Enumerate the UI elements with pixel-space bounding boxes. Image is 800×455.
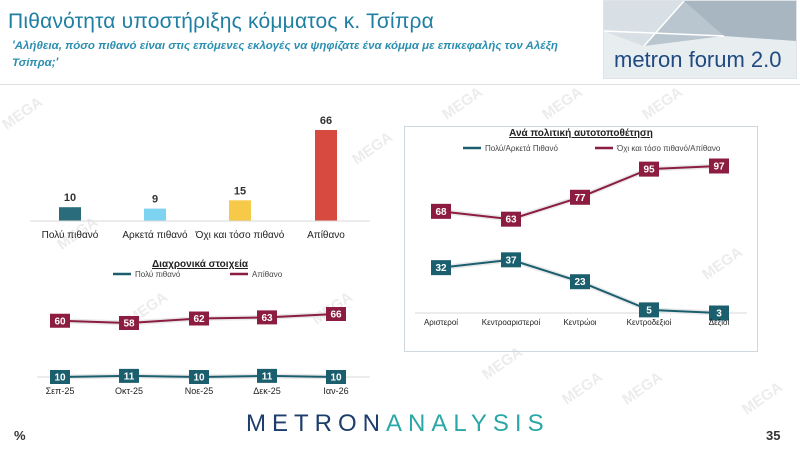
bar (229, 200, 251, 221)
event-logo: metron forum 2.0 (603, 0, 797, 79)
data-label: 10 (193, 373, 205, 384)
data-point (326, 370, 346, 384)
data-label: 11 (124, 371, 135, 382)
data-label: 3 (716, 309, 722, 320)
data-label: 63 (505, 215, 517, 226)
data-point (189, 370, 209, 384)
data-label: 23 (574, 277, 586, 288)
data-point (709, 158, 729, 174)
brand-part-1: METRON (246, 410, 386, 437)
legend-label: Πολύ/Αρκετά Πιθανό (485, 144, 558, 153)
data-point (570, 189, 590, 205)
chart-title: Ανά πολιτική αυτοτοποθέτηση (509, 128, 653, 139)
data-point (257, 368, 277, 383)
data-point (501, 252, 521, 268)
category-label: Οκτ-25 (115, 386, 143, 396)
data-point (189, 311, 209, 326)
header-divider (0, 84, 800, 85)
data-label: 68 (435, 207, 447, 218)
data-point (50, 313, 70, 328)
data-point (639, 302, 659, 318)
legend-label: Όχι και τόσο πιθανό/Απίθανο (616, 144, 721, 153)
category-label: Δεκ-25 (253, 386, 281, 396)
data-point (50, 370, 70, 384)
data-label: 11 (262, 371, 273, 382)
data-label: 97 (713, 162, 725, 173)
bar (315, 130, 337, 221)
bar-chart: 10 Πολύ πιθανό 9 Αρκετά πιθανό 15 Όχι και τόσ… (30, 115, 370, 241)
category-label: Σεπ-25 (46, 386, 75, 396)
data-label: 5 (646, 305, 652, 316)
data-point (431, 260, 451, 276)
data-point (119, 368, 139, 383)
category-label: Αρκετά πιθανό (122, 229, 188, 241)
data-point (326, 307, 346, 321)
data-point (119, 316, 139, 330)
watermark: MEGA (559, 368, 606, 409)
header: Πιθανότητα υποστήριξης κόμματος κ. Τσίπρ… (0, 0, 800, 80)
data-point (501, 211, 521, 227)
data-label: 10 (54, 373, 66, 384)
bar (59, 207, 81, 221)
category-label: Κεντροδεξιοί (627, 318, 672, 327)
page-subtitle: 'Αλήθεια, πόσο πιθανό είναι στις επόμενε… (12, 40, 558, 69)
ideology-chart: Ανά πολιτική αυτοτοποθέτηση Πολύ/Αρκετά Π… (415, 128, 747, 327)
data-label: 60 (54, 316, 66, 327)
bar-value-label: 9 (152, 194, 158, 206)
percent-unit-label: % (14, 428, 26, 443)
data-label: 37 (505, 255, 517, 266)
category-label: Απίθανο (307, 229, 345, 241)
page-title: Πιθανότητα υποστήριξης κόμματος κ. Τσίπρ… (8, 10, 435, 33)
bar (144, 208, 166, 221)
logo-background-graphic (604, 1, 796, 78)
data-point (709, 305, 729, 321)
brand-part-2: ANALYSIS (386, 410, 550, 437)
data-point (570, 274, 590, 290)
logo-text: metron forum 2.0 (614, 47, 782, 72)
data-label: 58 (123, 319, 135, 330)
watermark: MEGA (639, 83, 686, 124)
data-label: 95 (643, 165, 655, 176)
bar-value-label: 15 (234, 185, 246, 197)
bar-value-label: 66 (320, 115, 332, 127)
category-label: Κεντρώοι (563, 318, 596, 327)
data-point (431, 203, 451, 219)
watermark: MEGA (739, 378, 786, 419)
category-label: Πολύ πιθανό (42, 229, 99, 241)
data-point (639, 161, 659, 177)
data-label: 10 (330, 373, 342, 384)
data-label: 62 (193, 314, 205, 325)
data-label: 63 (261, 313, 273, 324)
metron-analysis-logo: METRONANALYSIS (246, 410, 550, 438)
watermark: MEGA (439, 83, 486, 124)
watermark: MEGA (539, 83, 586, 124)
legend-label: Πολύ πιθανό (135, 270, 181, 279)
category-label: Όχι και τόσο πιθανό (195, 229, 285, 241)
data-label: 32 (435, 263, 447, 274)
data-label: 66 (330, 310, 342, 321)
page-number: 35 (766, 428, 781, 443)
category-label: Νοε-25 (185, 386, 214, 396)
chart-title: Διαχρονικά στοιχεία (152, 259, 249, 270)
category-label: Κεντροαριστεροί (482, 318, 541, 327)
legend-label: Απίθανο (252, 270, 283, 279)
category-label: Αριστεροί (424, 318, 458, 327)
category-label: Δεξιοί (709, 318, 730, 327)
watermark: MEGA (619, 368, 666, 409)
data-label: 77 (574, 193, 586, 204)
data-point (257, 310, 277, 325)
ideology-chart-panel: Ανά πολιτική αυτοτοποθέτηση Πολύ/Αρκετά Π… (404, 126, 758, 352)
bar-value-label: 10 (64, 192, 76, 204)
category-label: Ιαν-26 (323, 386, 348, 396)
